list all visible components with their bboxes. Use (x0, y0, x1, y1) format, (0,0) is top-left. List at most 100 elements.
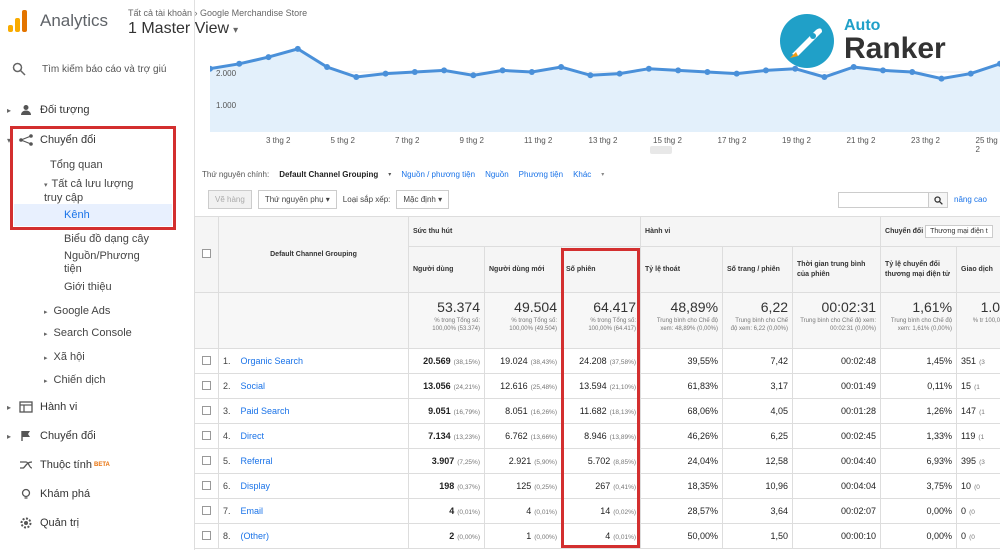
bounce-rate: 50,00% (640, 523, 724, 549)
dimension-source-medium[interactable]: Nguồn / phương tiện (401, 170, 476, 179)
chart-point[interactable] (210, 65, 213, 72)
select-all-checkbox[interactable] (202, 249, 211, 258)
chart-point[interactable] (997, 60, 1000, 67)
column-header[interactable]: Tỷ lệ chuyển đổi thương mại điện tử (880, 246, 958, 293)
chart-point[interactable] (265, 54, 272, 61)
sidebar-subitem-all-traffic[interactable]: ▾ Tất cả lưu lượng truy cập (44, 178, 144, 205)
chart-point[interactable] (675, 67, 682, 74)
total-sub: % trong Tổng số: 100,00% (49.504) (509, 318, 557, 332)
sidebar-subitem-source-medium[interactable]: Nguồn/Phương tiện (64, 250, 140, 275)
sidebar-subitem-channels[interactable]: Kênh (64, 209, 90, 221)
column-header[interactable]: Người dùng mới (484, 246, 562, 293)
chart-collapse-handle[interactable] (650, 146, 672, 154)
total-value: 1.0 (980, 299, 1000, 315)
search-placeholder: Tìm kiếm báo cáo và trợ giú (42, 63, 167, 75)
chart-point[interactable] (382, 70, 389, 77)
users-pct: (13,23%) (453, 434, 480, 441)
table-search-button[interactable] (928, 192, 948, 208)
report-search[interactable]: Tìm kiếm báo cáo và trợ giú (12, 62, 166, 76)
row-checkbox[interactable] (202, 430, 211, 440)
chart-point[interactable] (294, 45, 301, 52)
dimension-default-channel[interactable]: Default Channel Grouping (279, 170, 379, 179)
chevron-right-icon: ▸ (44, 331, 48, 338)
chart-point[interactable] (909, 69, 916, 75)
chart-point[interactable] (879, 67, 886, 74)
chart-point[interactable] (821, 73, 828, 80)
chart-point[interactable] (938, 75, 945, 82)
attribution-icon (18, 458, 34, 472)
column-header[interactable]: Số phiên (560, 246, 642, 293)
sidebar-subitem-referrals[interactable]: Giới thiệu (64, 281, 112, 293)
chart-point[interactable] (324, 64, 331, 71)
sidebar-item-behavior[interactable]: ▸ Hành vi (0, 400, 195, 414)
chart-point[interactable] (353, 73, 360, 80)
sidebar-subitem-campaigns[interactable]: ▸ Chiến dịch (44, 374, 106, 386)
sidebar-subitem-search-console[interactable]: ▸ Search Console (44, 327, 132, 339)
row-checkbox[interactable] (202, 380, 211, 390)
chart-point[interactable] (441, 67, 448, 74)
dimension-other[interactable]: Khác (573, 170, 592, 179)
sidebar-item-admin[interactable]: Quản trị (0, 516, 195, 530)
channel-link[interactable]: Referral (240, 456, 273, 466)
row-checkbox[interactable] (202, 355, 211, 365)
plot-rows-button[interactable]: Vẽ hàng (208, 190, 252, 209)
column-header[interactable]: Số trang / phiên (722, 246, 794, 293)
row-checkbox[interactable] (202, 405, 211, 415)
sidebar-item-attribution[interactable]: Thuộc tính BETA (0, 458, 195, 472)
chevron-down-icon: ▾ (233, 25, 239, 36)
chart-point[interactable] (411, 69, 418, 75)
channel-link[interactable]: Social (240, 381, 266, 391)
chart-point[interactable] (528, 69, 535, 75)
chart-point[interactable] (645, 65, 652, 72)
breadcrumb[interactable]: Tất cả tài khoản › Google Merchandise St… (128, 8, 308, 18)
chart-point[interactable] (470, 72, 477, 79)
chart-point[interactable] (967, 70, 974, 77)
chart-point[interactable] (587, 72, 594, 79)
sessions-value: 11.682 (579, 406, 607, 416)
sidebar-subitem-treemap[interactable]: Biểu đồ dạng cây (64, 233, 150, 245)
channel-link[interactable]: Paid Search (240, 406, 290, 416)
users-pct: (16,79%) (453, 409, 480, 416)
dimension-column-header[interactable]: Default Channel Grouping (218, 216, 409, 293)
dimension-source[interactable]: Nguồn (485, 170, 509, 179)
bounce-rate: 61,83% (640, 373, 724, 399)
advanced-filter-link[interactable]: nâng cao (954, 195, 987, 204)
sidebar-subitem-overview[interactable]: Tổng quan (50, 159, 103, 171)
channel-link[interactable]: Email (240, 506, 264, 516)
view-selector[interactable]: 1 Master View ▾ (128, 20, 239, 37)
sidebar-item-audience[interactable]: ▸ Đối tượng (0, 103, 195, 117)
sort-type-dropdown[interactable]: Mặc định ▾ (396, 190, 450, 209)
analytics-logo[interactable]: Analytics (8, 10, 108, 32)
channel-link[interactable]: Organic Search (240, 356, 304, 366)
chart-point[interactable] (733, 70, 740, 77)
chart-point[interactable] (792, 65, 799, 72)
chart-point[interactable] (558, 64, 565, 71)
sidebar-subitem-social[interactable]: ▸ Xã hội (44, 351, 85, 363)
row-checkbox[interactable] (202, 455, 211, 465)
row-checkbox[interactable] (202, 480, 211, 490)
column-header[interactable]: Người dùng (408, 246, 485, 293)
column-header[interactable]: Giao dịch (956, 246, 1000, 293)
row-checkbox[interactable] (202, 505, 211, 515)
channel-link[interactable]: Display (240, 481, 271, 491)
chart-point[interactable] (704, 69, 711, 75)
chart-point[interactable] (236, 60, 243, 67)
column-header[interactable]: Tỷ lệ thoát (640, 246, 724, 293)
chart-point[interactable] (850, 64, 857, 71)
sessions-pct: (0,01%) (613, 534, 637, 541)
chart-point[interactable] (762, 67, 769, 74)
conversion-type-dropdown[interactable]: Thương mại điện t (925, 225, 993, 238)
chart-point[interactable] (499, 67, 506, 74)
column-header[interactable]: Thời gian trung bình của phiên (792, 246, 882, 293)
dimension-medium[interactable]: Phương tiện (518, 170, 564, 179)
sidebar-item-conversions[interactable]: ▸ Chuyển đổi (0, 429, 195, 443)
channel-link[interactable]: Direct (240, 431, 265, 441)
sidebar-item-acquisition[interactable]: ▾ Chuyển đổi (0, 133, 195, 147)
chart-point[interactable] (616, 70, 623, 77)
channel-link[interactable]: (Other) (240, 531, 270, 541)
sidebar-subitem-google-ads[interactable]: ▸ Google Ads (44, 305, 110, 317)
sidebar-item-discover[interactable]: Khám phá (0, 487, 195, 501)
row-checkbox[interactable] (202, 530, 211, 540)
sidebar-subitem-label: Tất cả lưu lượng truy cập (44, 178, 134, 204)
secondary-dimension-dropdown[interactable]: Thứ nguyên phụ ▾ (257, 190, 337, 209)
